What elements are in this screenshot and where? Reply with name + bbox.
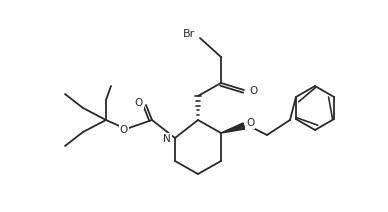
Text: O: O [246,118,254,128]
Text: Br: Br [183,29,195,39]
Text: N: N [163,134,171,144]
Polygon shape [221,123,245,133]
Text: O: O [120,125,128,135]
Text: O: O [249,86,257,96]
Text: O: O [135,98,143,108]
